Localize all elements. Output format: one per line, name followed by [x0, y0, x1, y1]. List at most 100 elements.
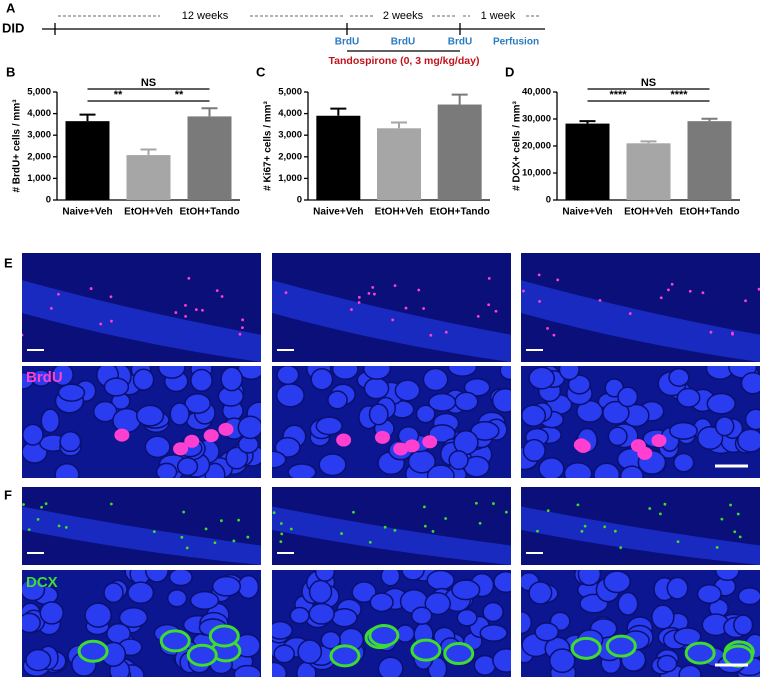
- nucleus: [275, 383, 305, 408]
- signal: [744, 299, 747, 303]
- nucleus: [176, 456, 199, 477]
- signal: [494, 309, 498, 313]
- cell-layer: [22, 506, 261, 565]
- signal: [478, 521, 482, 525]
- signal: [423, 505, 426, 509]
- signal: [676, 540, 680, 544]
- period-label: 2 weeks: [383, 10, 424, 22]
- x-tick-label: EtOH+Tando: [430, 207, 490, 218]
- bar: [437, 104, 482, 200]
- signal: [619, 546, 623, 550]
- nucleus: [225, 446, 249, 470]
- cell-layer: [521, 280, 760, 362]
- x-tick-label: Naive+Veh: [562, 207, 612, 218]
- micrograph: [272, 570, 511, 677]
- nucleus: [377, 656, 404, 677]
- signal: [180, 535, 184, 539]
- nucleus: [463, 377, 491, 397]
- nucleus: [144, 435, 171, 459]
- cell-layer: [272, 280, 511, 362]
- significance-label: ****: [609, 89, 627, 101]
- nucleus: [351, 581, 377, 603]
- nucleus: [59, 431, 82, 453]
- nucleus: [577, 570, 602, 587]
- labeled-cell: [173, 442, 189, 456]
- nucleus: [603, 570, 631, 594]
- nucleus: [426, 464, 455, 478]
- nucleus: [714, 570, 740, 582]
- signal: [371, 286, 375, 289]
- nucleus: [617, 591, 639, 616]
- nucleus: [714, 416, 735, 437]
- nucleus: [422, 367, 449, 392]
- labeled-cell: [722, 644, 754, 668]
- nucleus: [331, 607, 358, 628]
- signal: [279, 540, 283, 544]
- error-bar: [79, 113, 96, 122]
- error-bar: [579, 120, 596, 124]
- event-label: Perfusion: [493, 37, 539, 48]
- significance-label: NS: [641, 77, 656, 89]
- signal: [393, 284, 397, 288]
- labeled-cell: [422, 435, 438, 449]
- signal: [537, 273, 541, 277]
- nucleus: [51, 366, 74, 387]
- signal: [598, 298, 602, 302]
- bar: [316, 115, 361, 200]
- nucleus: [706, 392, 736, 415]
- nucleus: [274, 436, 301, 458]
- x-tick-label: EtOH+Veh: [124, 207, 173, 218]
- signal: [736, 512, 740, 516]
- micrograph: [272, 487, 511, 565]
- nucleus: [22, 612, 41, 634]
- nucleus: [733, 614, 754, 636]
- signal: [603, 525, 607, 529]
- period-label: 1 week: [481, 10, 516, 22]
- nucleus: [362, 366, 392, 380]
- nucleus: [273, 644, 295, 664]
- signal: [476, 314, 480, 318]
- labeled-cell: [77, 639, 109, 663]
- nucleus: [447, 366, 478, 377]
- nucleus: [558, 366, 580, 381]
- nucleus: [157, 366, 186, 379]
- nucleus: [40, 408, 61, 434]
- signal: [241, 318, 245, 322]
- nucleus: [22, 371, 35, 390]
- signal: [284, 291, 288, 295]
- y-tick-label: 4,000: [27, 108, 51, 119]
- nucleus: [528, 581, 553, 605]
- signal: [492, 502, 495, 505]
- micrograph: [22, 253, 261, 362]
- nucleus: [602, 400, 630, 425]
- signal: [272, 511, 276, 515]
- nucleus: [744, 408, 760, 431]
- nucleus: [456, 608, 478, 627]
- y-tick-label: 30,000: [522, 114, 551, 125]
- signal: [182, 510, 186, 514]
- signal: [204, 527, 208, 531]
- cell-layer: [22, 280, 261, 362]
- signal: [27, 528, 31, 532]
- signal: [36, 517, 40, 521]
- significance-label: NS: [141, 77, 156, 89]
- signal: [368, 540, 372, 544]
- signal: [487, 276, 491, 280]
- panel-label: D: [505, 64, 514, 79]
- x-tick-label: Naive+Veh: [62, 207, 112, 218]
- signal: [152, 530, 156, 534]
- panel-label: A: [6, 0, 16, 15]
- nucleus: [563, 462, 593, 478]
- micrograph: [521, 570, 760, 677]
- nucleus: [22, 578, 46, 602]
- nucleus: [668, 367, 690, 387]
- signal: [22, 333, 24, 337]
- nucleus: [411, 606, 433, 625]
- nucleus: [426, 570, 455, 591]
- labeled-cell: [651, 434, 667, 448]
- signal: [110, 319, 113, 323]
- y-tick-label: 4,000: [278, 108, 302, 119]
- nucleus: [233, 664, 261, 677]
- nucleus: [190, 368, 213, 392]
